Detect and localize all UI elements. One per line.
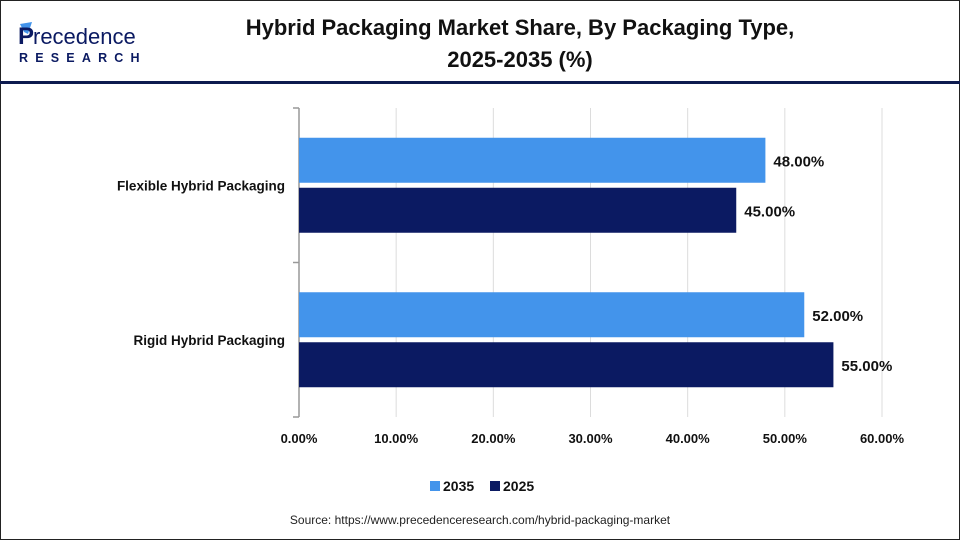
data-label: 48.00% — [773, 153, 824, 170]
x-tick-label: 10.00% — [374, 431, 419, 446]
x-tick-label: 20.00% — [471, 431, 516, 446]
bar-2035 — [299, 292, 805, 338]
legend-swatch-2035 — [430, 481, 440, 491]
data-label: 45.00% — [744, 203, 795, 220]
legend-label-2025: 2025 — [503, 478, 534, 494]
x-tick-label: 30.00% — [568, 431, 613, 446]
x-tick-label: 40.00% — [666, 431, 711, 446]
precedence-research-logo: P recedence RESEARCH — [18, 22, 147, 65]
bar-2025 — [299, 187, 737, 233]
bar-2025 — [299, 342, 834, 388]
svg-text:P: P — [18, 23, 34, 50]
chart-title-line-1: Hybrid Packaging Market Share, By Packag… — [245, 15, 795, 40]
x-tick-label: 60.00% — [860, 431, 905, 446]
bar-2035 — [299, 137, 766, 183]
chart-title: Hybrid Packaging Market Share, By Packag… — [200, 12, 840, 76]
category-label: Flexible Hybrid Packaging — [117, 178, 285, 193]
x-tick-label: 0.00% — [281, 431, 318, 446]
category-label: Rigid Hybrid Packaging — [133, 333, 285, 348]
svg-text:RESEARCH: RESEARCH — [19, 51, 147, 65]
data-label: 55.00% — [841, 358, 892, 375]
svg-text:recedence: recedence — [33, 24, 136, 49]
chart-title-line-2: 2025-2035 (%) — [447, 47, 593, 72]
legend-swatch-2025 — [490, 481, 500, 491]
source-text: Source: https://www.precedenceresearch.c… — [289, 513, 671, 527]
x-tick-label: 50.00% — [763, 431, 808, 446]
legend-label-2035: 2035 — [443, 478, 474, 494]
data-label: 52.00% — [812, 308, 863, 325]
header-divider — [0, 81, 960, 84]
